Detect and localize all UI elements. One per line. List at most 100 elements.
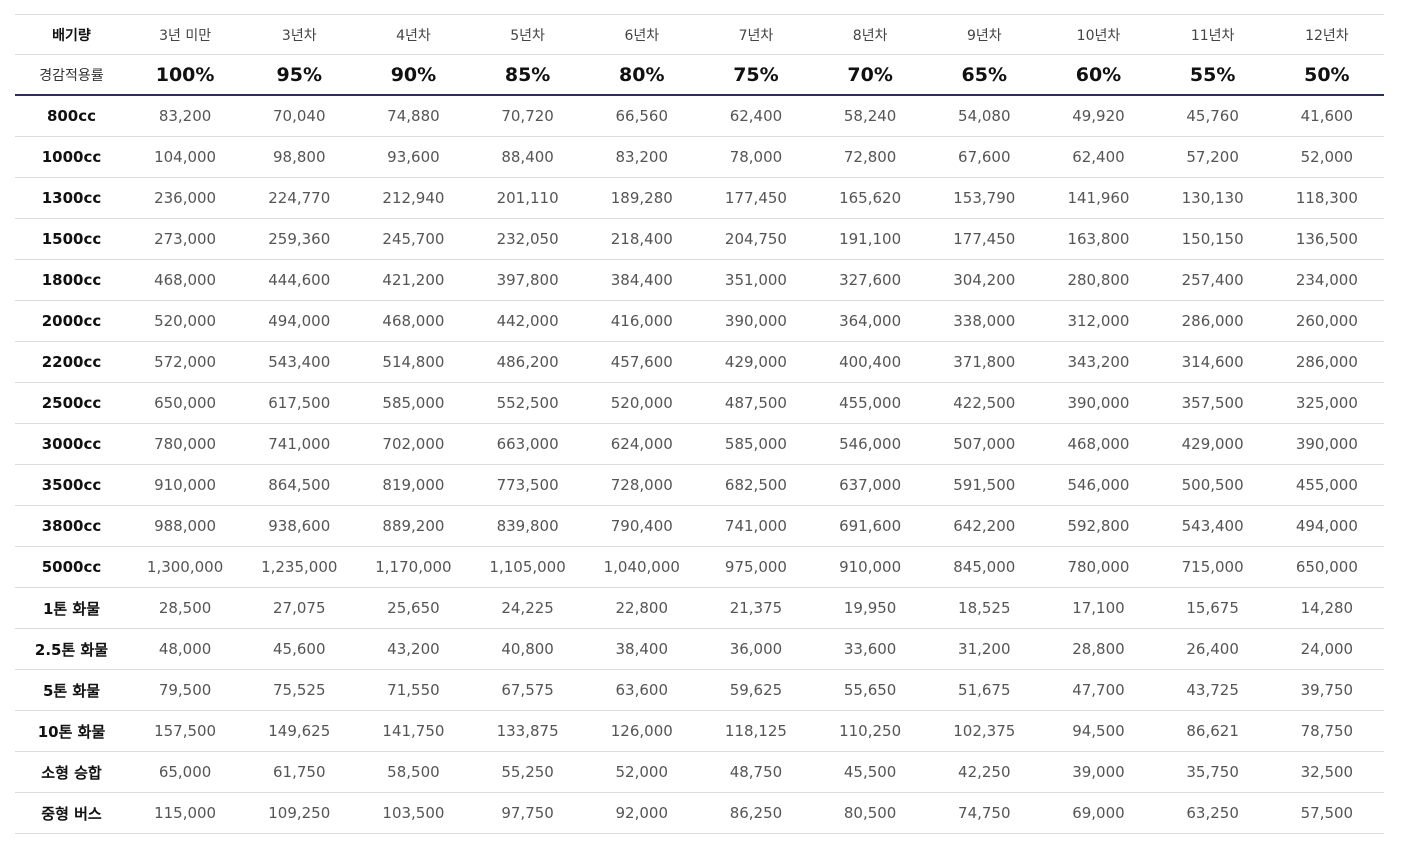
data-cell: 39,750 (1269, 669, 1384, 711)
data-cell: 204,750 (698, 218, 814, 260)
data-cell: 624,000 (584, 423, 699, 465)
data-cell: 38,400 (584, 628, 699, 670)
rate-cell: 95% (242, 54, 357, 96)
data-cell: 390,000 (698, 300, 814, 342)
data-cell: 177,450 (698, 177, 814, 219)
data-cell: 988,000 (128, 505, 243, 547)
data-cell: 14,280 (1269, 587, 1384, 629)
row-label: 1500cc (15, 218, 128, 260)
data-cell: 552,500 (470, 382, 585, 424)
data-cell: 57,500 (1269, 792, 1384, 834)
data-cell: 109,250 (242, 792, 357, 834)
data-cell: 43,725 (1155, 669, 1270, 711)
row-label: 소형 승합 (15, 751, 128, 793)
data-cell: 118,125 (698, 710, 814, 752)
data-cell: 592,800 (1041, 505, 1156, 547)
rate-cell: 65% (927, 54, 1042, 96)
data-row: 5000cc 1,300,000 1,235,000 1,170,000 1,105,0… (15, 546, 1384, 588)
data-cell: 325,000 (1269, 382, 1384, 424)
header-label: 배기량 (15, 14, 128, 55)
row-label: 3500cc (15, 464, 128, 506)
data-cell: 52,000 (584, 751, 699, 793)
data-row: 1500cc 273,000 259,360 245,700 232,050 218,40… (15, 218, 1384, 260)
data-cell: 67,600 (927, 136, 1042, 178)
data-cell: 153,790 (927, 177, 1042, 219)
data-cell: 585,000 (356, 382, 471, 424)
row-label: 1000cc (15, 136, 128, 178)
data-cell: 25,650 (356, 587, 471, 629)
header-cell: 3년차 (242, 14, 357, 55)
data-cell: 691,600 (813, 505, 928, 547)
data-cell: 51,675 (927, 669, 1042, 711)
data-cell: 63,600 (584, 669, 699, 711)
data-cell: 494,000 (242, 300, 357, 342)
rate-cell: 100% (128, 54, 243, 96)
data-cell: 546,000 (813, 423, 928, 465)
data-cell: 780,000 (1041, 546, 1156, 588)
rate-cell: 60% (1041, 54, 1156, 96)
data-cell: 74,880 (356, 95, 471, 137)
data-cell: 150,150 (1155, 218, 1270, 260)
data-cell: 421,200 (356, 259, 471, 301)
rate-label: 경감적용률 (15, 54, 128, 96)
data-cell: 468,000 (1041, 423, 1156, 465)
data-cell: 257,400 (1155, 259, 1270, 301)
data-row: 중형 버스 115,000 109,250 103,500 97,750 92,000 86… (15, 792, 1384, 834)
data-cell: 351,000 (698, 259, 814, 301)
data-cell: 67,575 (470, 669, 585, 711)
row-label: 10톤 화물 (15, 710, 128, 752)
tax-table: 배기량 3년 미만 3년차 4년차 5년차 6년차 7년차 8년차 9년차 10년차 11년차 12년… (15, 14, 1384, 834)
row-label: 2500cc (15, 382, 128, 424)
data-cell: 468,000 (356, 300, 471, 342)
data-cell: 69,000 (1041, 792, 1156, 834)
data-cell: 41,600 (1269, 95, 1384, 137)
data-cell: 232,050 (470, 218, 585, 260)
header-row: 배기량 3년 미만 3년차 4년차 5년차 6년차 7년차 8년차 9년차 10년차 11년차 12년… (15, 14, 1384, 55)
data-cell: 286,000 (1269, 341, 1384, 383)
data-cell: 126,000 (584, 710, 699, 752)
data-cell: 224,770 (242, 177, 357, 219)
data-row: 1000cc 104,000 98,800 93,600 88,400 83,200 78,… (15, 136, 1384, 178)
data-cell: 191,100 (813, 218, 928, 260)
data-cell: 19,950 (813, 587, 928, 629)
data-cell: 80,500 (813, 792, 928, 834)
data-cell: 27,075 (242, 587, 357, 629)
data-cell: 357,500 (1155, 382, 1270, 424)
data-cell: 702,000 (356, 423, 471, 465)
data-cell: 110,250 (813, 710, 928, 752)
data-cell: 514,800 (356, 341, 471, 383)
data-cell: 141,960 (1041, 177, 1156, 219)
data-cell: 79,500 (128, 669, 243, 711)
data-row: 소형 승합 65,000 61,750 58,500 55,250 52,000 48,75… (15, 751, 1384, 793)
data-row: 1톤 화물 28,500 27,075 25,650 24,225 22,800 21,37… (15, 587, 1384, 629)
data-cell: 312,000 (1041, 300, 1156, 342)
data-cell: 24,000 (1269, 628, 1384, 670)
data-cell: 36,000 (698, 628, 814, 670)
data-cell: 189,280 (584, 177, 699, 219)
data-cell: 741,000 (242, 423, 357, 465)
data-row: 3800cc 988,000 938,600 889,200 839,800 790,40… (15, 505, 1384, 547)
data-cell: 468,000 (128, 259, 243, 301)
data-row: 3000cc 780,000 741,000 702,000 663,000 624,00… (15, 423, 1384, 465)
data-cell: 59,625 (698, 669, 814, 711)
data-cell: 507,000 (927, 423, 1042, 465)
data-cell: 304,200 (927, 259, 1042, 301)
data-cell: 1,105,000 (470, 546, 585, 588)
data-cell: 62,400 (698, 95, 814, 137)
data-cell: 218,400 (584, 218, 699, 260)
data-cell: 72,800 (813, 136, 928, 178)
data-cell: 45,500 (813, 751, 928, 793)
data-cell: 163,800 (1041, 218, 1156, 260)
data-cell: 149,625 (242, 710, 357, 752)
header-cell: 10년차 (1041, 14, 1156, 55)
data-row: 2000cc 520,000 494,000 468,000 442,000 416,00… (15, 300, 1384, 342)
data-row: 5톤 화물 79,500 75,525 71,550 67,575 63,600 59,62… (15, 669, 1384, 711)
data-cell: 26,400 (1155, 628, 1270, 670)
rate-cell: 85% (470, 54, 585, 96)
data-cell: 54,080 (927, 95, 1042, 137)
data-row: 10톤 화물 157,500 149,625 141,750 133,875 126,00… (15, 710, 1384, 752)
data-cell: 486,200 (470, 341, 585, 383)
data-cell: 500,500 (1155, 464, 1270, 506)
data-cell: 47,700 (1041, 669, 1156, 711)
